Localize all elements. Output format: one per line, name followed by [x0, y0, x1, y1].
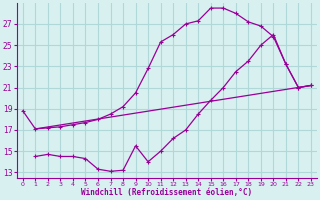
X-axis label: Windchill (Refroidissement éolien,°C): Windchill (Refroidissement éolien,°C): [81, 188, 252, 197]
